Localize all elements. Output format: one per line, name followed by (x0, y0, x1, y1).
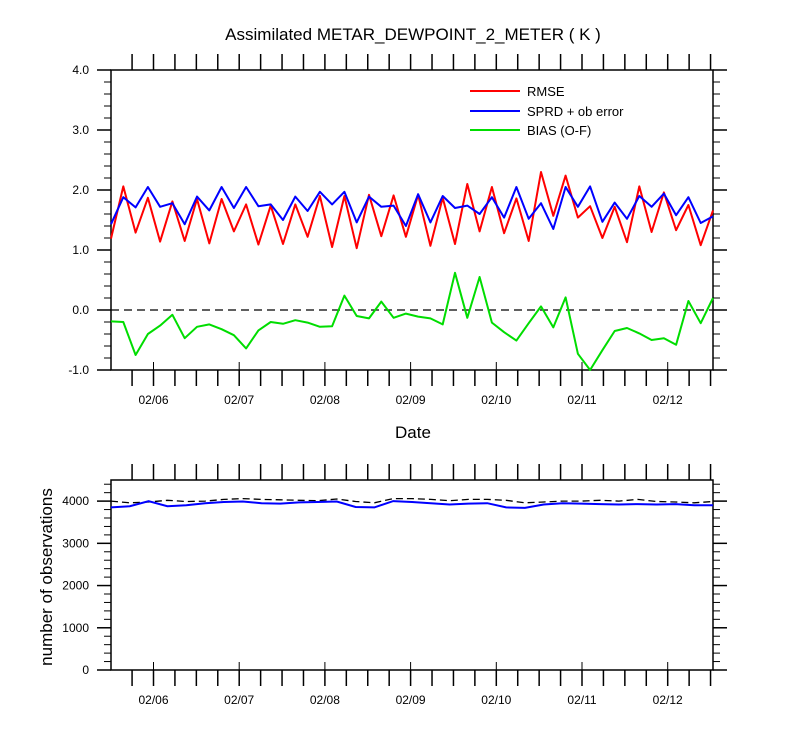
y-tick-label: -1.0 (68, 363, 89, 377)
y-tick-label: 1000 (62, 621, 89, 635)
y-tick-label: 3.0 (72, 123, 89, 137)
x-ticks (131, 464, 712, 686)
x-tick-label: 02/11 (567, 693, 596, 707)
chart-title: Assimilated METAR_DEWPOINT_2_METER ( K ) (225, 25, 601, 44)
x-tick-label: 02/10 (481, 393, 511, 407)
y-tick-label: 1.0 (72, 243, 89, 257)
x-tick-label: 02/09 (396, 693, 426, 707)
y-ticks (97, 69, 727, 371)
top-plot-area: 02/06 02/07 02/08 02/09 02/10 02/11 02/12 -1.0 0… (68, 54, 727, 407)
legend-label-bias: BIAS (O-F) (527, 123, 591, 138)
legend: RMSE SPRD + ob error BIAS (O-F) (470, 84, 624, 138)
y-tick-label: 4000 (62, 494, 89, 508)
x-tick-label: 02/07 (224, 693, 254, 707)
x-tick-label: 02/06 (138, 693, 168, 707)
y-tick-label: 3000 (62, 536, 89, 550)
y-ticks (97, 483, 727, 671)
plot-frame (110, 479, 714, 671)
x-tick-label: 02/09 (396, 393, 426, 407)
x-tick-label: 02/08 (310, 693, 340, 707)
y-tick-label: 0 (82, 663, 89, 677)
y-tick-label: 2000 (62, 579, 89, 593)
series-sprd (110, 185, 714, 230)
series-line-sprd (110, 185, 714, 230)
legend-label-sprd: SPRD + ob error (527, 104, 624, 119)
legend-label-rmse: RMSE (527, 84, 565, 99)
x-tick-label: 02/06 (138, 393, 168, 407)
series-line-bias (110, 271, 714, 371)
y-tick-label: 0.0 (72, 303, 89, 317)
x-tick-label: 02/07 (224, 393, 254, 407)
x-tick-label: 02/08 (310, 393, 340, 407)
plot-frame (110, 69, 714, 371)
x-tick-label: 02/12 (653, 393, 683, 407)
obs-line-assimilated (110, 500, 713, 509)
x-tick-label: 02/10 (481, 693, 511, 707)
y-tick-label: 4.0 (72, 63, 89, 77)
x-tick-label: 02/11 (567, 393, 596, 407)
y-tick-label: 2.0 (72, 183, 89, 197)
bottom-plot-area: 02/06 02/07 02/08 02/09 02/10 02/11 02/12 0 1000… (62, 464, 727, 707)
obs-series-assimilated (110, 500, 714, 509)
series-rmse (110, 171, 714, 250)
x-tick-label: 02/12 (653, 693, 683, 707)
series-bias (110, 271, 714, 371)
series-line-rmse (110, 171, 714, 250)
x-axis-title: Date (395, 423, 431, 442)
obs-series-possible (110, 497, 714, 504)
y-axis-title-observations: number of observations (37, 488, 56, 666)
x-ticks (131, 54, 712, 386)
